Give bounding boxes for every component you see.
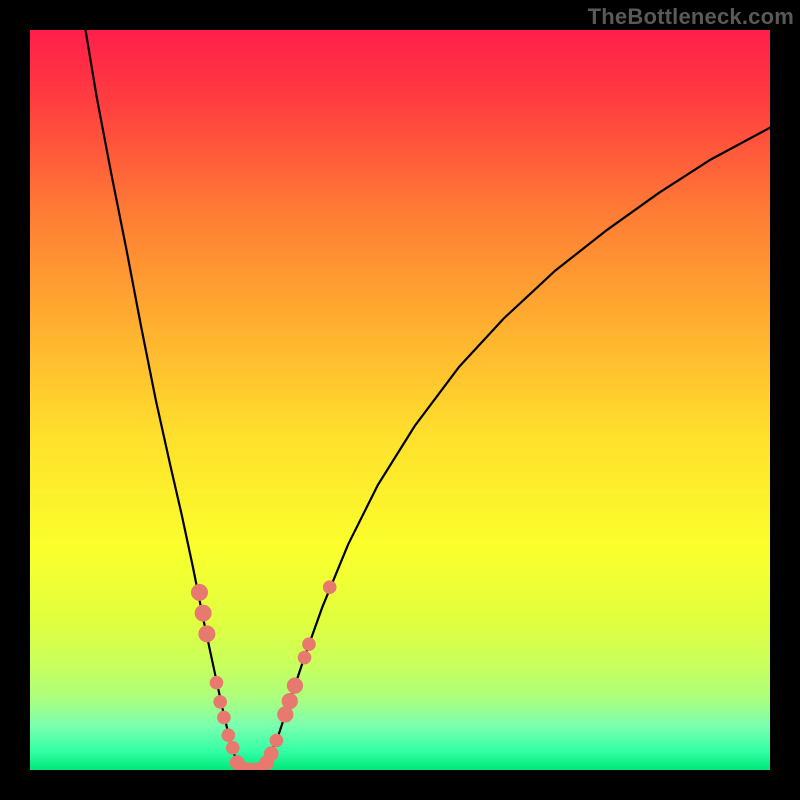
data-marker xyxy=(195,605,212,622)
chart-frame: TheBottleneck.com xyxy=(0,0,800,800)
data-marker xyxy=(298,651,312,665)
data-marker xyxy=(323,580,337,594)
data-marker xyxy=(270,734,284,748)
data-marker xyxy=(287,678,303,694)
data-marker xyxy=(222,728,236,742)
data-marker xyxy=(282,693,298,709)
data-marker xyxy=(217,711,231,725)
bottleneck-curve-right xyxy=(262,128,770,770)
data-marker xyxy=(198,625,215,642)
data-marker xyxy=(210,676,224,690)
curve-layer xyxy=(30,30,770,770)
data-marker xyxy=(213,695,227,709)
data-marker xyxy=(226,741,240,755)
data-marker xyxy=(191,584,208,601)
watermark-text: TheBottleneck.com xyxy=(588,4,794,30)
data-markers xyxy=(191,580,337,770)
bottleneck-curve-left xyxy=(86,30,242,770)
data-marker xyxy=(302,637,316,651)
data-marker xyxy=(264,746,279,761)
plot-area xyxy=(30,30,770,770)
